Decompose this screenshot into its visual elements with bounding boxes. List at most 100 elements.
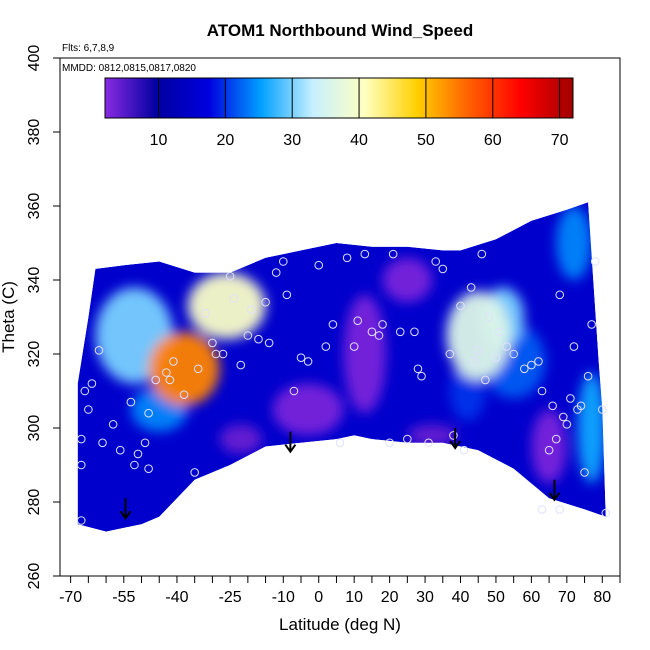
heat-blob bbox=[343, 294, 387, 414]
chart-title: ATOM1 Northbound Wind_Speed bbox=[207, 21, 473, 40]
flight-point bbox=[211, 349, 221, 359]
flight-point bbox=[94, 346, 104, 355]
x-tick-label: 50 bbox=[487, 589, 505, 606]
y-tick-label: 260 bbox=[26, 563, 43, 590]
flight-point bbox=[562, 420, 572, 429]
flight-point bbox=[456, 301, 465, 311]
x-axis: -70 -55 -40 -25 -10 0 10 20 30 40 50 60 70 80 bbox=[59, 576, 621, 606]
flight-point bbox=[580, 468, 589, 477]
x-tick-label: -70 bbox=[59, 589, 82, 606]
date-note: MMDD: 0812,0815,0817,0820 bbox=[62, 63, 196, 74]
flight-point bbox=[201, 309, 210, 318]
flight-point bbox=[459, 445, 469, 455]
flight-point bbox=[261, 297, 270, 307]
y-tick-label: 340 bbox=[26, 267, 43, 294]
flight-point bbox=[378, 320, 387, 329]
heatmap-blobs bbox=[95, 206, 606, 484]
heat-blob bbox=[219, 424, 263, 454]
x-tick-label: 70 bbox=[558, 589, 576, 606]
x-tick-label: -10 bbox=[272, 589, 295, 606]
x-tick-label: 80 bbox=[593, 589, 611, 606]
flight-point bbox=[144, 464, 153, 474]
flight-point bbox=[417, 371, 426, 381]
flight-point bbox=[544, 445, 554, 455]
flight-point bbox=[193, 364, 203, 374]
heat-blob bbox=[446, 291, 511, 380]
flight-point bbox=[576, 401, 586, 411]
down-arrow bbox=[284, 431, 297, 454]
y-axis-label: Theta (C) bbox=[0, 281, 18, 353]
x-tick-label: 60 bbox=[522, 589, 540, 606]
heatmap-field bbox=[77, 202, 606, 532]
flight-point bbox=[289, 386, 299, 396]
flight-point bbox=[140, 438, 150, 448]
flight-points bbox=[76, 249, 611, 525]
flight-point bbox=[151, 375, 160, 385]
flight-point bbox=[495, 327, 504, 337]
heat-blob bbox=[148, 331, 220, 406]
x-tick-label: 40 bbox=[452, 589, 470, 606]
flight-point bbox=[76, 516, 86, 525]
flight-point bbox=[243, 331, 253, 340]
flight-point bbox=[587, 320, 596, 329]
flight-point bbox=[403, 434, 412, 444]
flight-point bbox=[229, 294, 238, 303]
flight-point bbox=[144, 408, 153, 418]
x-axis-label: Latitude (deg N) bbox=[279, 615, 401, 634]
flight-point bbox=[236, 360, 246, 370]
flight-point bbox=[133, 449, 143, 459]
flight-point bbox=[254, 334, 263, 344]
x-tick-label: -55 bbox=[112, 589, 135, 606]
colorbar-tick-label: 30 bbox=[283, 132, 301, 149]
y-tick-label: 280 bbox=[26, 489, 43, 516]
flight-point bbox=[445, 349, 455, 359]
colorbar-tick-label: 20 bbox=[216, 132, 234, 149]
flight-point bbox=[590, 257, 600, 266]
flight-point bbox=[502, 342, 511, 351]
flight-point bbox=[555, 290, 565, 300]
flight-point bbox=[303, 357, 313, 366]
heat-blob bbox=[556, 206, 592, 280]
flight-point bbox=[473, 346, 483, 355]
down-arrow bbox=[548, 479, 561, 502]
flight-point bbox=[282, 290, 292, 300]
flight-point bbox=[296, 353, 306, 363]
flight-point bbox=[353, 316, 363, 326]
flight-point bbox=[601, 508, 611, 518]
flight-point bbox=[470, 357, 479, 366]
heat-blob bbox=[382, 257, 433, 303]
colorbar-tick-label: 70 bbox=[551, 132, 569, 149]
flight-point bbox=[115, 445, 125, 455]
colorbar-tick-label: 40 bbox=[350, 132, 368, 149]
flight-point bbox=[385, 438, 394, 448]
heat-blob bbox=[187, 272, 266, 340]
flight-point bbox=[431, 257, 440, 266]
flight-point bbox=[360, 249, 370, 259]
flight-point bbox=[169, 357, 178, 366]
flight-point bbox=[84, 405, 93, 414]
flight-point bbox=[165, 375, 175, 385]
y-tick-label: 400 bbox=[26, 45, 43, 72]
y-axis: 260 280 300 320 340 360 380 400 bbox=[26, 45, 60, 590]
flight-point bbox=[569, 342, 579, 351]
plot-frame bbox=[59, 57, 621, 577]
x-tick-label: 0 bbox=[314, 589, 323, 606]
x-tick-label: -40 bbox=[165, 589, 188, 606]
y-tick-label: 300 bbox=[26, 415, 43, 442]
colorbar: 10 20 30 40 50 60 70 bbox=[104, 77, 574, 149]
x-tick-label: 20 bbox=[381, 589, 399, 606]
flight-point bbox=[534, 357, 543, 366]
flight-point bbox=[264, 338, 274, 348]
x-tick-label: 30 bbox=[416, 589, 434, 606]
down-arrow bbox=[449, 428, 462, 450]
y-tick-label: 380 bbox=[26, 119, 43, 146]
profile-arrows bbox=[119, 428, 561, 521]
flight-point bbox=[509, 349, 518, 359]
heat-blob bbox=[272, 383, 344, 436]
flight-point bbox=[108, 420, 118, 429]
flight-point bbox=[342, 253, 352, 263]
flight-point bbox=[395, 327, 405, 337]
down-arrow bbox=[119, 498, 132, 521]
flight-point bbox=[537, 386, 547, 396]
